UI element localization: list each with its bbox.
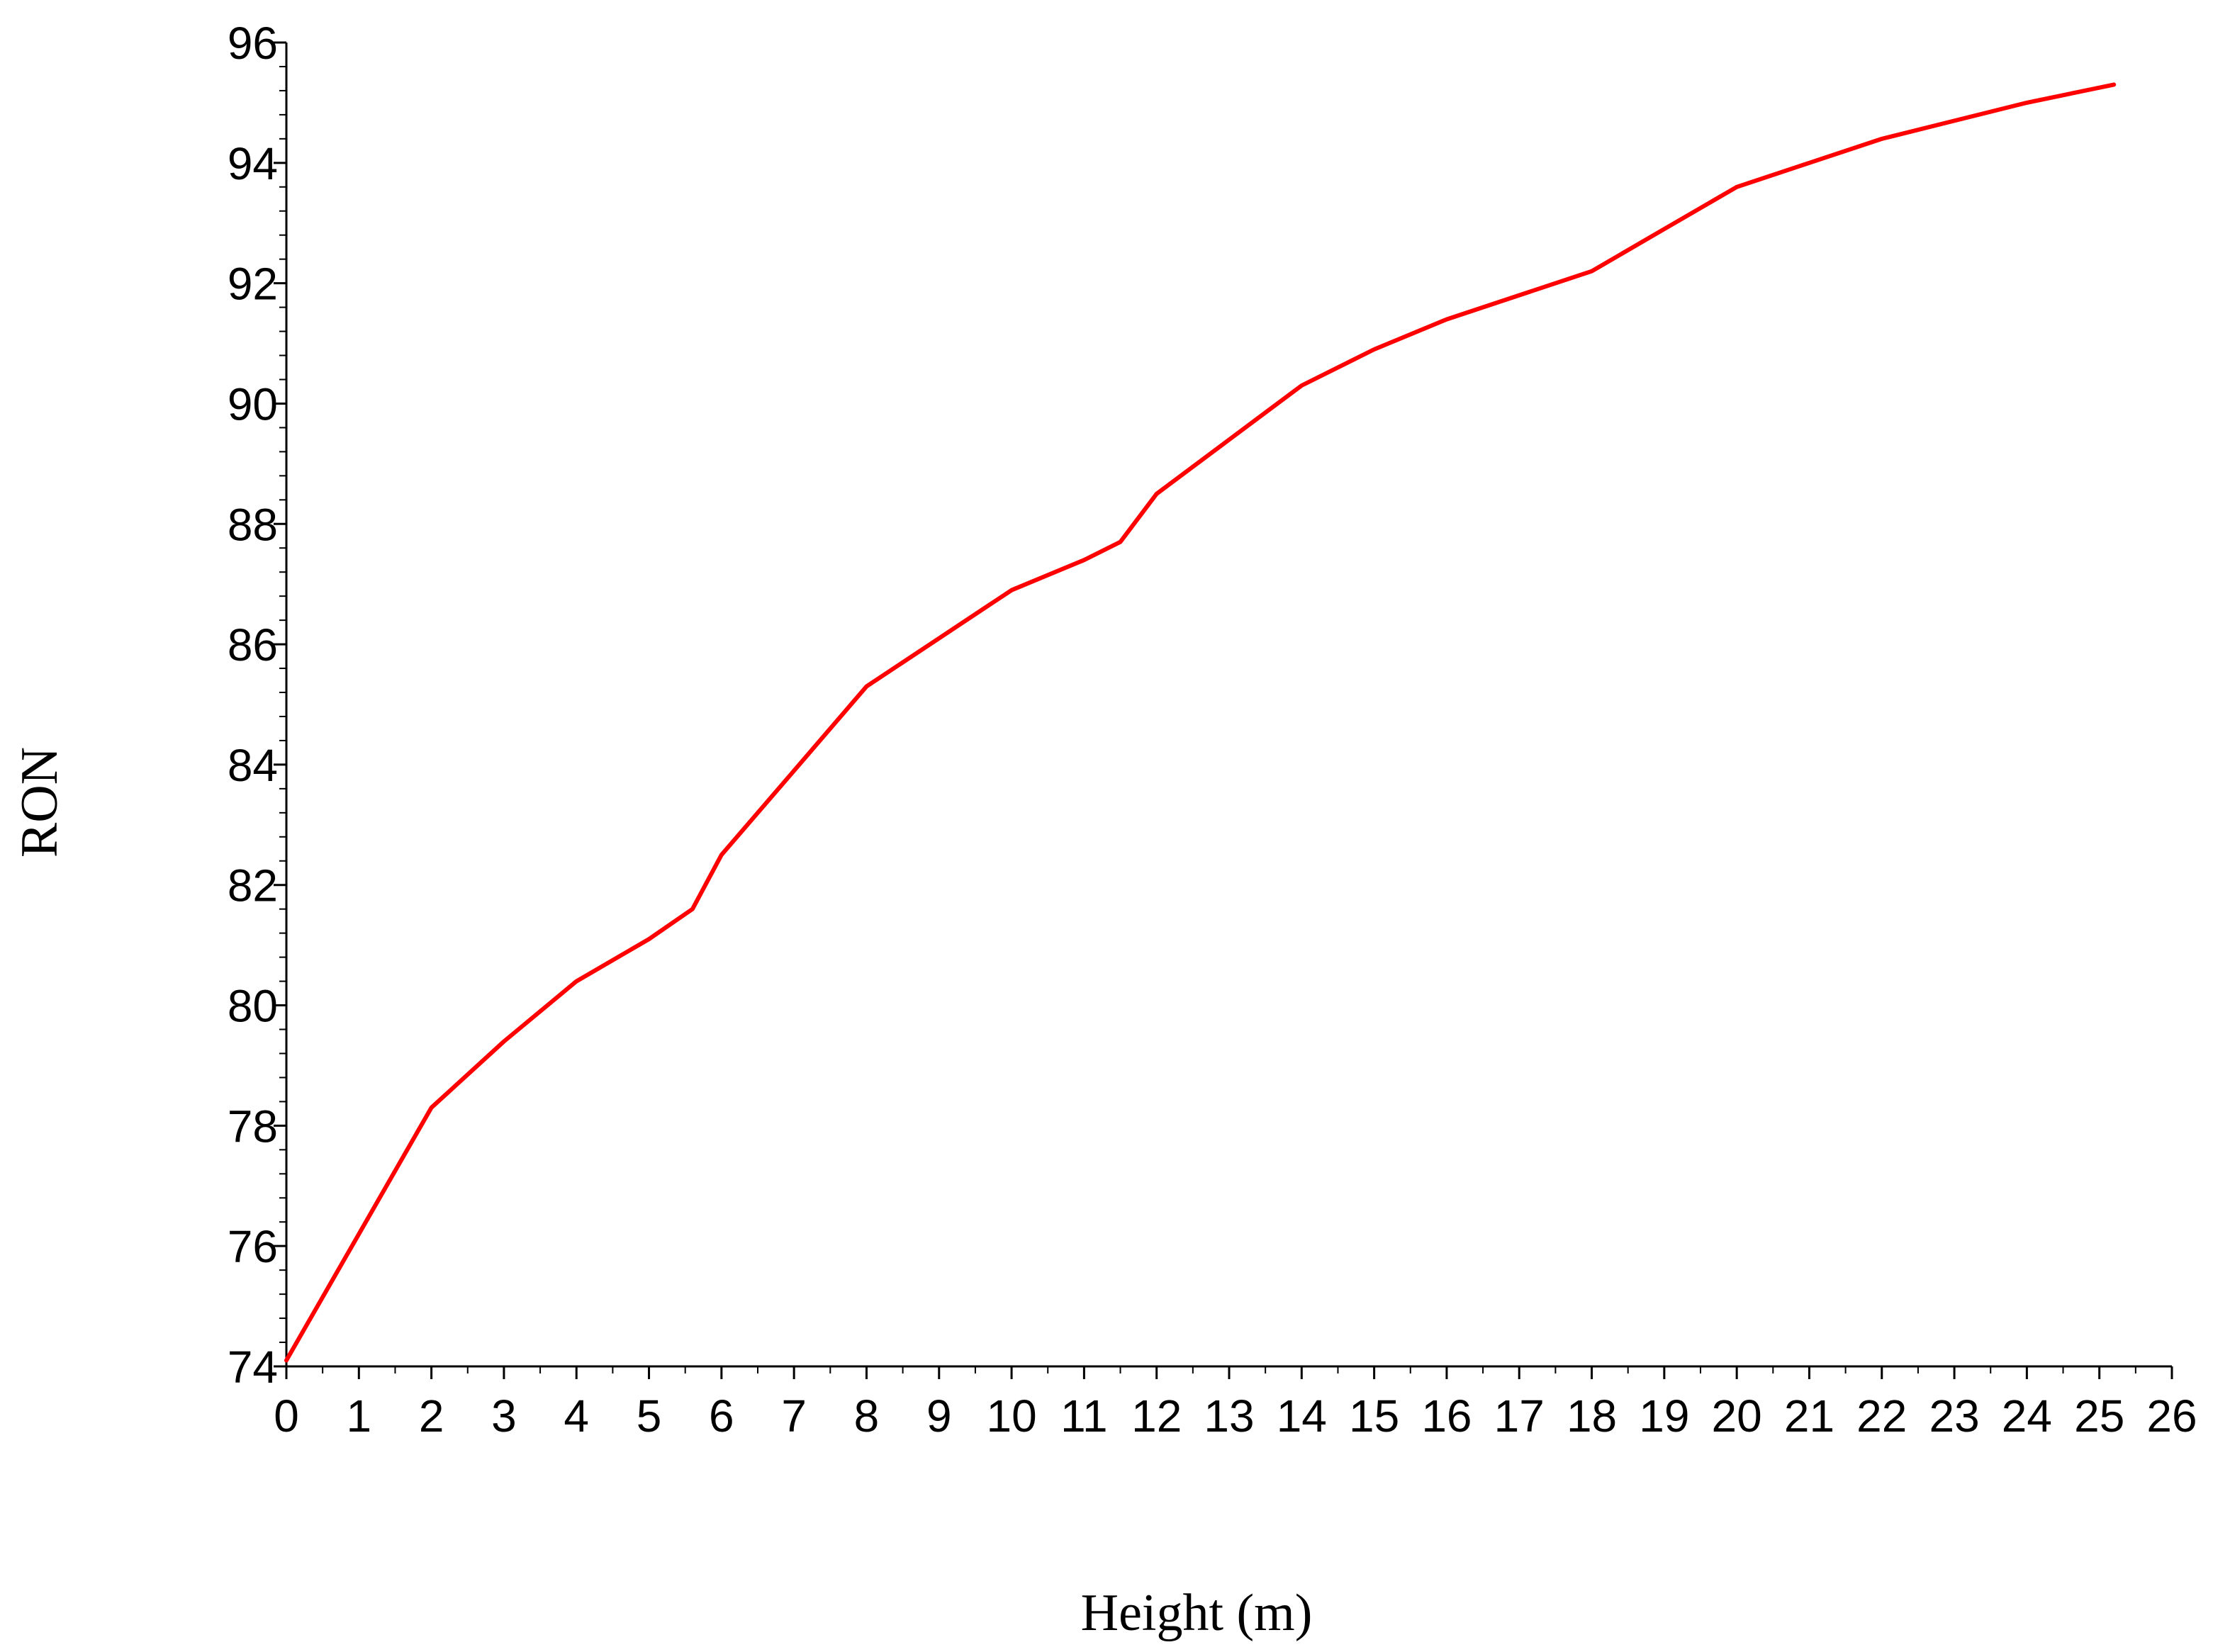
y-tick-label: 86: [228, 619, 278, 670]
x-tick-label: 21: [1784, 1390, 1834, 1442]
series-line: [284, 82, 2117, 1363]
x-tick-label: 10: [986, 1390, 1036, 1442]
y-tick-label: 74: [228, 1342, 278, 1393]
x-tick-label: 7: [781, 1390, 807, 1442]
y-tick-label: 88: [228, 499, 278, 550]
y-tick-label: 80: [228, 981, 278, 1032]
y-axis-title: RON: [11, 747, 69, 858]
major-ticks: [274, 41, 2173, 1379]
x-tick-label: 26: [2146, 1390, 2197, 1442]
axes: [285, 43, 2172, 1368]
x-tick-label: 12: [1131, 1390, 1182, 1442]
x-axis-title: Height (m): [1081, 1584, 1313, 1642]
x-tick-label: 19: [1639, 1390, 1689, 1442]
x-tick-label: 13: [1204, 1390, 1254, 1442]
minor-ticks: [279, 42, 2173, 1373]
y-tick-label: 84: [228, 740, 278, 791]
x-tick-label: 20: [1712, 1390, 1762, 1442]
x-tick-label: 5: [637, 1390, 662, 1442]
x-tick-label: 17: [1494, 1390, 1545, 1442]
x-tick-label: 15: [1349, 1390, 1399, 1442]
y-tick-label: 76: [228, 1221, 278, 1272]
y-tick-labels: 74 76 78 80 82 84 86 88 90 92 94 96: [228, 18, 278, 1393]
x-tick-label: 9: [926, 1390, 952, 1442]
y-tick-label: 94: [228, 138, 278, 189]
y-tick-label: 82: [228, 860, 278, 911]
x-tick-label: 4: [564, 1390, 589, 1442]
x-tick-label: 25: [2074, 1390, 2124, 1442]
x-tick-label: 18: [1567, 1390, 1617, 1442]
x-tick-label: 22: [1856, 1390, 1907, 1442]
y-tick-label: 78: [228, 1101, 278, 1152]
x-tick-label: 24: [2002, 1390, 2052, 1442]
x-tick-label: 11: [1060, 1390, 1107, 1442]
x-tick-label: 3: [491, 1390, 517, 1442]
x-tick-label: 23: [1929, 1390, 1979, 1442]
series-layer: [284, 82, 2117, 1363]
x-tick-labels: 0 1 2 3 4 5 6 7 8 9 10 11 12 13 14 15 16 17 18 19 20 21 22 23 24…: [274, 1390, 2197, 1442]
x-tick-label: 14: [1277, 1390, 1327, 1442]
y-tick-label: 92: [228, 259, 278, 310]
x-tick-label: 2: [419, 1390, 444, 1442]
y-tick-label: 96: [228, 18, 278, 69]
y-tick-label: 90: [228, 378, 278, 429]
x-tick-label: 6: [709, 1390, 734, 1442]
x-tick-label: 16: [1421, 1390, 1472, 1442]
x-tick-label: 1: [347, 1390, 372, 1442]
x-tick-label: 8: [854, 1390, 880, 1442]
x-tick-label: 0: [274, 1390, 299, 1442]
